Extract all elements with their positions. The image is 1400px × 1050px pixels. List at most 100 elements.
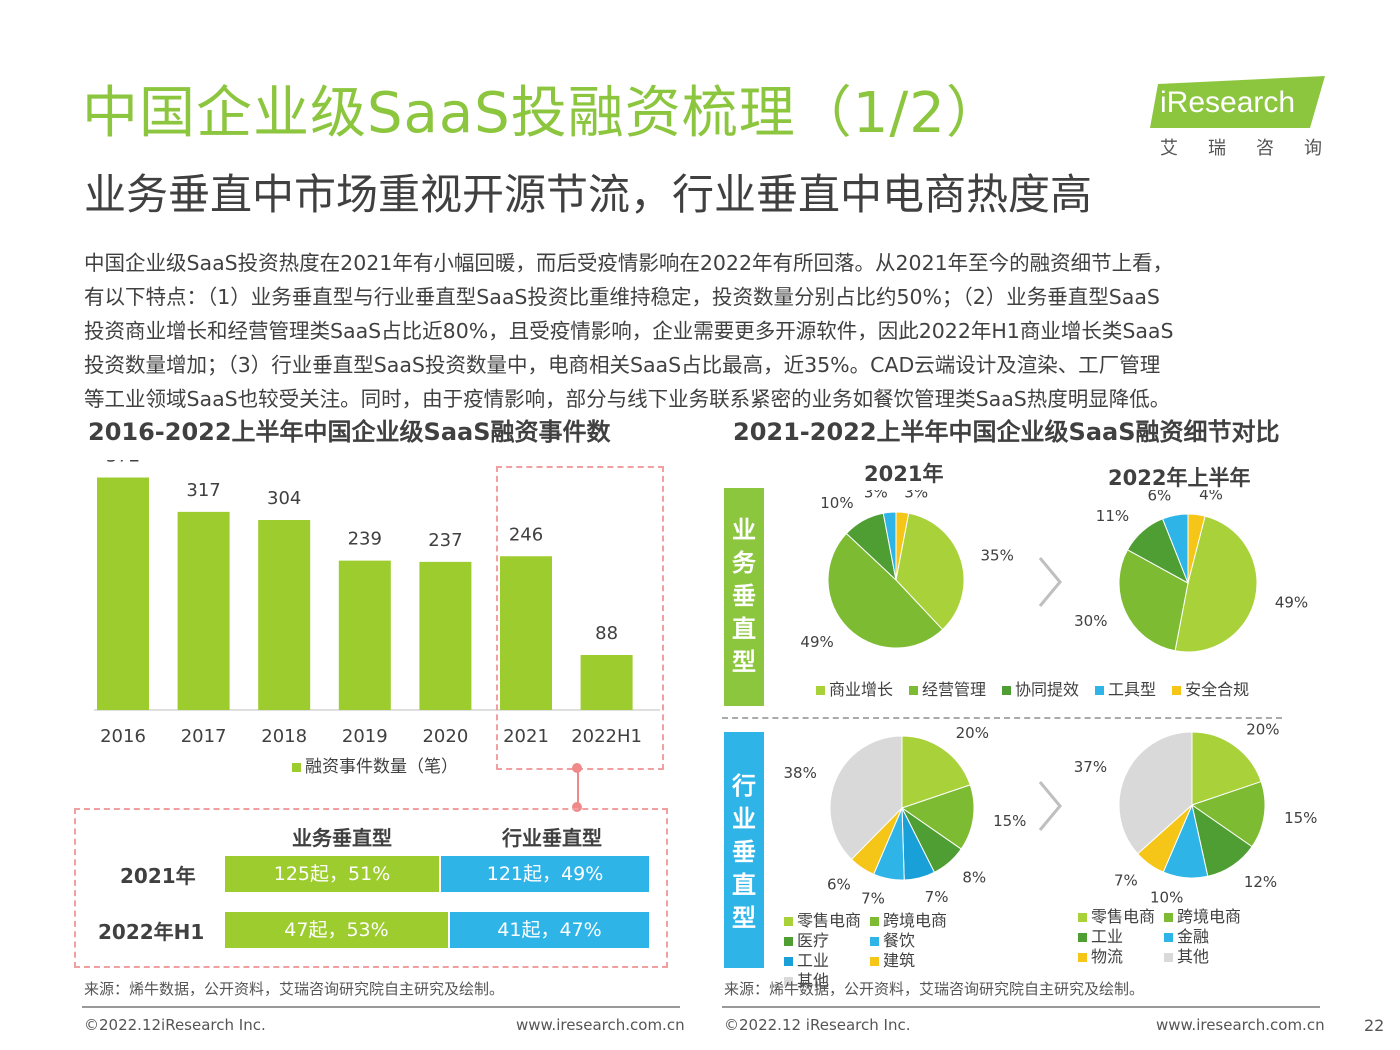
legend-swatch bbox=[1164, 953, 1173, 962]
pie: 3% 35% 49% 10% 3% bbox=[800, 490, 1013, 651]
body-paragraph: 中国企业级SaaS投资热度在2021年有小幅回暖，而后受疫情影响在2022年有所… bbox=[84, 246, 1324, 416]
pie-value-label: 49% bbox=[800, 633, 833, 651]
pie-value-label: 20% bbox=[1246, 720, 1279, 738]
x-tick-label: 2021 bbox=[503, 726, 549, 747]
pie-value-label: 10% bbox=[1150, 889, 1183, 907]
group-label-char: 垂 bbox=[732, 582, 756, 610]
legend-item: 建筑 bbox=[870, 951, 956, 971]
pie-value-label: 6% bbox=[827, 875, 851, 893]
pie-value-label: 38% bbox=[784, 764, 817, 782]
left-chart-title: 2016-2022上半年中国企业级SaaS融资事件数 bbox=[88, 418, 611, 446]
legend-label: 工具型 bbox=[1108, 680, 1157, 699]
pie-slice bbox=[1191, 731, 1262, 806]
highlight-box bbox=[496, 466, 664, 770]
legend-item: 商业增长 bbox=[816, 676, 893, 700]
page-title: 中国企业级SaaS投融资梳理（1/2） bbox=[82, 81, 1003, 146]
group-label-char: 垂 bbox=[732, 838, 756, 866]
pie-value-label: 15% bbox=[993, 812, 1026, 830]
footer-copyright-right: ©2022.12 iResearch Inc. bbox=[724, 1016, 911, 1034]
pie-slice bbox=[1174, 515, 1258, 653]
legend-swatch bbox=[784, 937, 793, 946]
legend-label: 工业 bbox=[1091, 927, 1124, 946]
pie-value-label: 8% bbox=[962, 868, 986, 886]
bar-value-label: 237 bbox=[428, 530, 462, 551]
group-label-char: 行 bbox=[732, 772, 756, 800]
legend-item: 工业 bbox=[1078, 927, 1164, 947]
group-divider bbox=[722, 717, 1282, 719]
legend-label: 其他 bbox=[1177, 947, 1210, 966]
x-tick-label: 2017 bbox=[181, 726, 227, 747]
legend-swatch bbox=[909, 686, 919, 695]
body-line: 有以下特点：（1）业务垂直型与行业垂直型SaaS投资比重维持稳定，投资数量分别占… bbox=[84, 285, 1160, 309]
footer-url-right: www.iresearch.com.cn bbox=[1156, 1016, 1325, 1034]
legend-swatch bbox=[1164, 933, 1173, 942]
pie-value-label: 4% bbox=[1199, 490, 1223, 504]
legend-swatch bbox=[1095, 686, 1105, 695]
body-line: 投资数量增加；（3）行业垂直型SaaS投资数量中，电商相关SaaS占比最高，近3… bbox=[84, 353, 1161, 377]
legend-item: 工业 bbox=[784, 951, 870, 971]
x-tick-label: 2022H1 bbox=[571, 726, 642, 747]
body-line: 中国企业级SaaS投资热度在2021年有小幅回暖，而后受疫情影响在2022年有所… bbox=[84, 251, 1174, 275]
col-head-business: 业务垂直型 bbox=[292, 826, 392, 850]
legend-label: 协同提效 bbox=[1015, 680, 1080, 699]
share-bar-2021: 125起，51% 121起，49% bbox=[225, 856, 649, 892]
legend-label: 建筑 bbox=[883, 951, 916, 970]
legend-swatch bbox=[1078, 953, 1087, 962]
legend-swatch bbox=[870, 937, 879, 946]
pie-slice bbox=[1190, 780, 1266, 848]
group-label-industry: 行业垂直型 bbox=[724, 732, 764, 968]
page-number: 22 bbox=[1364, 1016, 1385, 1035]
legend-item: 物流 bbox=[1078, 947, 1164, 967]
pie-value-label: 10% bbox=[820, 494, 853, 512]
share-bar-industry: 41起，47% bbox=[450, 912, 649, 948]
legend-item: 零售电商 bbox=[1078, 907, 1164, 927]
pie-value-label: 35% bbox=[981, 546, 1014, 564]
share-bar-industry: 121起，49% bbox=[441, 856, 649, 892]
legend-label: 餐饮 bbox=[883, 931, 916, 950]
pie-value-label: 30% bbox=[1074, 612, 1107, 630]
pie-value-label: 49% bbox=[1275, 593, 1308, 611]
pie-value-label: 15% bbox=[1284, 809, 1317, 827]
pie-value-label: 37% bbox=[1074, 758, 1107, 776]
x-tick-label: 2019 bbox=[342, 726, 388, 747]
legend-swatch bbox=[1078, 913, 1087, 922]
legend-item: 安全合规 bbox=[1172, 676, 1249, 700]
source-note-right: 来源：烯牛数据，公开资料，艾瑞咨询研究院自主研究及绘制。 bbox=[724, 980, 1145, 998]
pie-slice bbox=[882, 511, 897, 581]
group-label-char: 业 bbox=[732, 805, 756, 833]
pie-slice bbox=[900, 784, 975, 850]
connector-dot bbox=[572, 802, 582, 812]
legend-label: 安全合规 bbox=[1185, 680, 1250, 699]
pie-slice bbox=[895, 512, 965, 631]
legend-swatch bbox=[784, 917, 793, 926]
pie: 20% 15% 8% 7% 7% 6% 38% bbox=[784, 724, 1027, 907]
legend-swatch bbox=[1002, 686, 1012, 695]
chevron-right-icon bbox=[1038, 557, 1062, 607]
pie-slice bbox=[1118, 549, 1189, 652]
legend-item: 金融 bbox=[1164, 927, 1250, 947]
group-label-char: 直 bbox=[732, 871, 756, 899]
page-subtitle: 业务垂直中市场重视开源节流，行业垂直中电商热度高 bbox=[84, 170, 1093, 219]
legend-label: 经营管理 bbox=[922, 680, 987, 699]
logo-subtext: 艾瑞咨询 bbox=[1160, 138, 1352, 159]
legend-swatch bbox=[1172, 686, 1182, 695]
x-tick-label: 2016 bbox=[100, 726, 146, 747]
bar bbox=[97, 477, 149, 710]
pie-year-2022: 2022年上半年 bbox=[1108, 466, 1251, 490]
legend-swatch bbox=[1164, 913, 1173, 922]
pie-slice bbox=[827, 532, 944, 649]
footer-divider bbox=[82, 1006, 680, 1008]
group-label-char: 型 bbox=[732, 648, 756, 676]
pie-value-label: 20% bbox=[956, 724, 989, 742]
right-chart-title: 2021-2022上半年中国企业级SaaS融资细节对比 bbox=[733, 418, 1280, 446]
body-line: 投资商业增长和经营管理类SaaS占比近80%，且受疫情影响，企业需要更多开源软件… bbox=[84, 319, 1174, 343]
compare-table bbox=[74, 808, 668, 968]
row-label-2021: 2021年 bbox=[120, 864, 196, 888]
pie-value-label: 7% bbox=[925, 888, 949, 906]
legend-item: 跨境电商 bbox=[870, 911, 956, 931]
pie-year-2021: 2021年 bbox=[864, 462, 944, 486]
group-label-char: 型 bbox=[732, 904, 756, 932]
bar-chart: 372 2016 317 2017 304 2018 239 2019 237 2020 246 20… bbox=[94, 460, 660, 747]
bar bbox=[338, 560, 391, 710]
pie: 4% 49% 30% 11% 6% bbox=[1074, 490, 1308, 653]
